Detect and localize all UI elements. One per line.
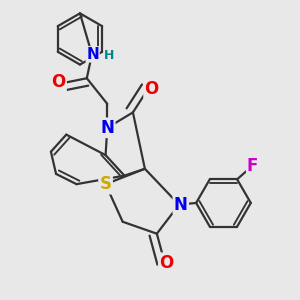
Text: O: O xyxy=(159,254,173,272)
Text: N: N xyxy=(100,119,114,137)
Text: F: F xyxy=(247,157,258,175)
Text: O: O xyxy=(51,74,66,92)
Text: N: N xyxy=(86,47,99,62)
Text: S: S xyxy=(100,175,112,193)
Text: H: H xyxy=(104,49,114,62)
Text: N: N xyxy=(174,196,188,214)
Text: O: O xyxy=(145,80,159,98)
